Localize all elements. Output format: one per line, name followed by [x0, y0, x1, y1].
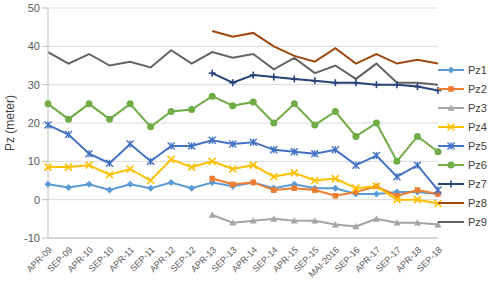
svg-text:SEP-17: SEP-17 — [373, 244, 403, 274]
html-text:Pz4: Pz4 — [468, 121, 487, 133]
svg-text:0: 0 — [34, 194, 40, 206]
svg-text:APR-13: APR-13 — [188, 244, 219, 275]
svg-text:SEP-12: SEP-12 — [168, 244, 198, 274]
svg-text:SEP-15: SEP-15 — [291, 244, 321, 274]
svg-text:SEP-13: SEP-13 — [209, 244, 239, 274]
svg-text:APR-12: APR-12 — [147, 244, 178, 275]
svg-text:30: 30 — [28, 79, 40, 91]
svg-text:Pz (meter): Pz (meter) — [8, 95, 17, 151]
svg-text:50: 50 — [28, 2, 40, 14]
svg-text:APR-18: APR-18 — [394, 244, 424, 275]
svg-text:APR-09: APR-09 — [24, 244, 54, 275]
html-text:Pz3: Pz3 — [468, 102, 487, 114]
html-text:Pz1: Pz1 — [468, 64, 487, 76]
svg-text:SEP-11: SEP-11 — [128, 244, 157, 274]
svg-text:40: 40 — [28, 40, 40, 52]
svg-text:20: 20 — [28, 117, 40, 129]
svg-text:SEP-10: SEP-10 — [86, 244, 116, 274]
svg-text:APR-17: APR-17 — [353, 244, 383, 275]
svg-text:MAI-2016: MAI-2016 — [306, 244, 342, 280]
svg-text:APR-14: APR-14 — [229, 244, 260, 275]
html-text:Pz8: Pz8 — [468, 197, 487, 209]
svg-text:SEP-16: SEP-16 — [332, 244, 362, 274]
html-text:Pz5: Pz5 — [468, 140, 487, 152]
svg-text:APR-11: APR-11 — [107, 244, 136, 274]
html-text:Pz7: Pz7 — [468, 178, 487, 190]
svg-text:SEP-14: SEP-14 — [250, 244, 280, 274]
svg-text:APR-10: APR-10 — [65, 244, 95, 275]
svg-text:SEP-18: SEP-18 — [415, 245, 444, 274]
html-text:Pz6: Pz6 — [468, 159, 487, 171]
html-text:Pz2: Pz2 — [468, 83, 487, 95]
svg-text:APR-15: APR-15 — [270, 244, 301, 275]
html-text:Pz9: Pz9 — [468, 216, 487, 228]
svg-text:10: 10 — [28, 155, 40, 167]
svg-text:SEP-09: SEP-09 — [45, 244, 75, 274]
svg-text:-10: -10 — [24, 232, 40, 244]
